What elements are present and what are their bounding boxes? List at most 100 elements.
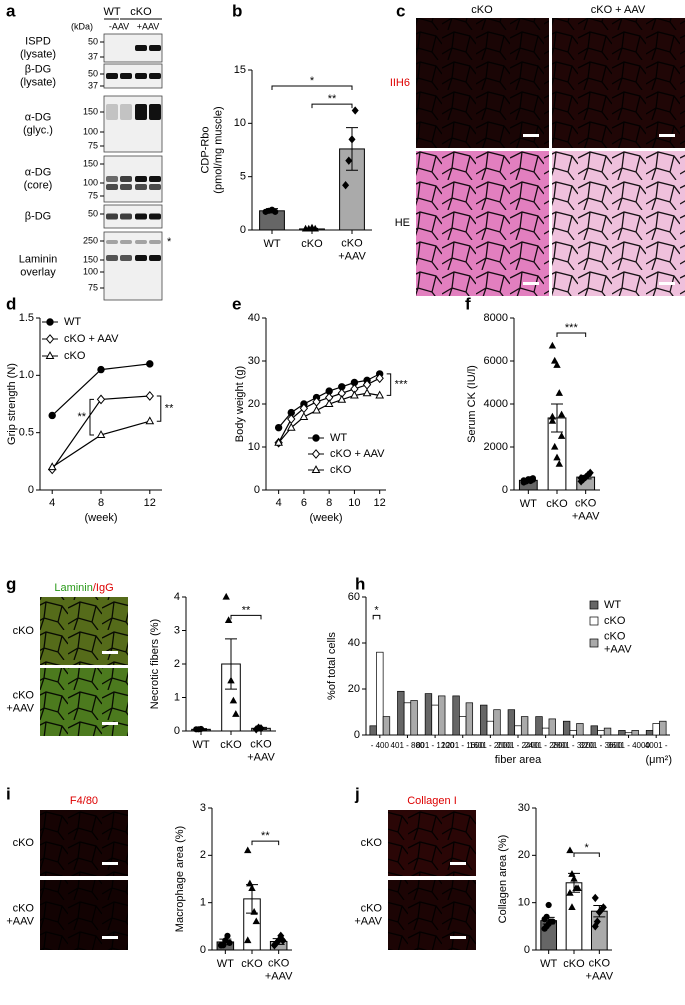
data-point: [246, 879, 254, 887]
bar: [410, 700, 418, 736]
kda-label: 100: [83, 126, 98, 136]
data-point: [570, 874, 578, 882]
legend-swatch: [589, 600, 599, 610]
bar: [376, 651, 384, 736]
image-row-label: HE: [395, 217, 410, 229]
y-tick-label: 8000: [484, 312, 508, 324]
x-axis-unit: (μm²): [646, 754, 673, 766]
data-point: [244, 936, 252, 944]
bar: [403, 702, 412, 736]
bar: [382, 716, 391, 736]
scale-bar: [659, 134, 675, 137]
x-tick-label: 2801 - 3200: [552, 741, 595, 750]
kda-label: 50: [88, 36, 98, 46]
micrograph-texture: [552, 18, 685, 148]
legend-marker: [46, 318, 54, 326]
image-row-label: IIH6: [390, 77, 410, 89]
blot-band: [149, 184, 161, 190]
x-tick-label: 4001 -: [645, 741, 668, 750]
significance-label: *: [374, 604, 379, 616]
significance-bracket: [251, 840, 280, 846]
data-point: [345, 156, 353, 165]
x-tick-label: cKO +AAV: [586, 958, 614, 983]
micrograph-texture: [416, 151, 549, 296]
data-point: [553, 453, 561, 461]
blot-band: [120, 104, 132, 120]
data-point: [197, 725, 205, 733]
blot-band: [149, 176, 161, 182]
micrograph-texture: [416, 18, 549, 148]
kda-label: 75: [88, 140, 98, 150]
data-point: [591, 893, 599, 903]
y-tick-label: 0: [240, 224, 246, 236]
data-point: [299, 412, 309, 420]
scale-bar: [523, 134, 539, 137]
x-tick-label: 801 - 1200: [416, 741, 455, 750]
stain-label-part: Laminin: [54, 582, 93, 594]
blot-mark: *: [167, 236, 172, 248]
data-point: [375, 390, 385, 399]
x-tick-label: WT: [192, 739, 209, 751]
panel-label: a: [6, 1, 16, 20]
blot-image: [103, 204, 163, 229]
micrograph-texture: [40, 880, 128, 950]
data-point: [348, 135, 356, 144]
kda-label: 50: [88, 68, 98, 78]
stain-label-part: IgG: [96, 582, 114, 594]
blot-band: [106, 104, 118, 120]
x-tick-label: 6: [301, 497, 307, 509]
y-tick-label: 1.0: [19, 369, 34, 381]
blot-band: [106, 176, 118, 182]
blot-band: [120, 255, 132, 261]
x-tick-label: cKO: [563, 958, 585, 970]
x-tick-label: 3201 - 3600: [580, 741, 623, 750]
data-point: [351, 106, 359, 115]
significance-bracket: [556, 332, 587, 338]
data-point: [222, 592, 230, 600]
scale-bar: [102, 862, 118, 865]
scale-bar: [450, 862, 466, 865]
kda-label: 37: [88, 51, 98, 61]
kda-label: 100: [83, 266, 98, 276]
error-bar: [346, 127, 358, 171]
bar: [569, 730, 577, 736]
blot-row-label: β-DG (lysate): [20, 64, 56, 89]
data-point: [548, 341, 557, 349]
significance-label: **: [261, 830, 270, 842]
x-tick-label: 1601 - 2000: [469, 741, 512, 750]
y-tick-label: 0: [28, 484, 34, 496]
kda-label: 37: [88, 80, 98, 90]
data-point: [270, 941, 278, 950]
stain-label: F4/80: [70, 795, 98, 807]
blot-row-label: ISPD (lysate): [20, 36, 56, 61]
blot-band: [149, 255, 161, 261]
bar: [603, 727, 612, 736]
y-tick-label: 20: [518, 849, 530, 861]
x-tick-label: 8: [98, 497, 104, 509]
blot-band: [106, 73, 118, 79]
blot-band: [120, 240, 132, 244]
stain-label: Collagen I: [407, 795, 457, 807]
data-point: [548, 417, 557, 424]
legend-label: cKO: [330, 464, 352, 476]
legend-label: cKO + AAV: [330, 448, 385, 460]
bar: [486, 720, 495, 736]
data-point: [577, 474, 585, 483]
legend-label: WT: [604, 599, 621, 611]
y-tick-label: 30: [248, 355, 260, 367]
data-point: [350, 390, 359, 399]
data-point: [568, 903, 576, 910]
y-axis-label: Serum CK (IU/l): [466, 365, 478, 443]
legend-marker: [311, 449, 321, 459]
y-tick-label: 2: [200, 849, 206, 861]
data-point: [566, 846, 574, 854]
blot-band: [135, 213, 147, 220]
y-tick-label: 2000: [484, 441, 508, 453]
y-tick-label: 3: [174, 624, 180, 636]
blot-band: [135, 176, 147, 182]
legend-marker: [45, 334, 55, 344]
data-point: [574, 884, 582, 892]
data-point: [312, 405, 321, 414]
micrograph-texture: [552, 151, 685, 296]
y-tick-label: 40: [248, 312, 260, 324]
